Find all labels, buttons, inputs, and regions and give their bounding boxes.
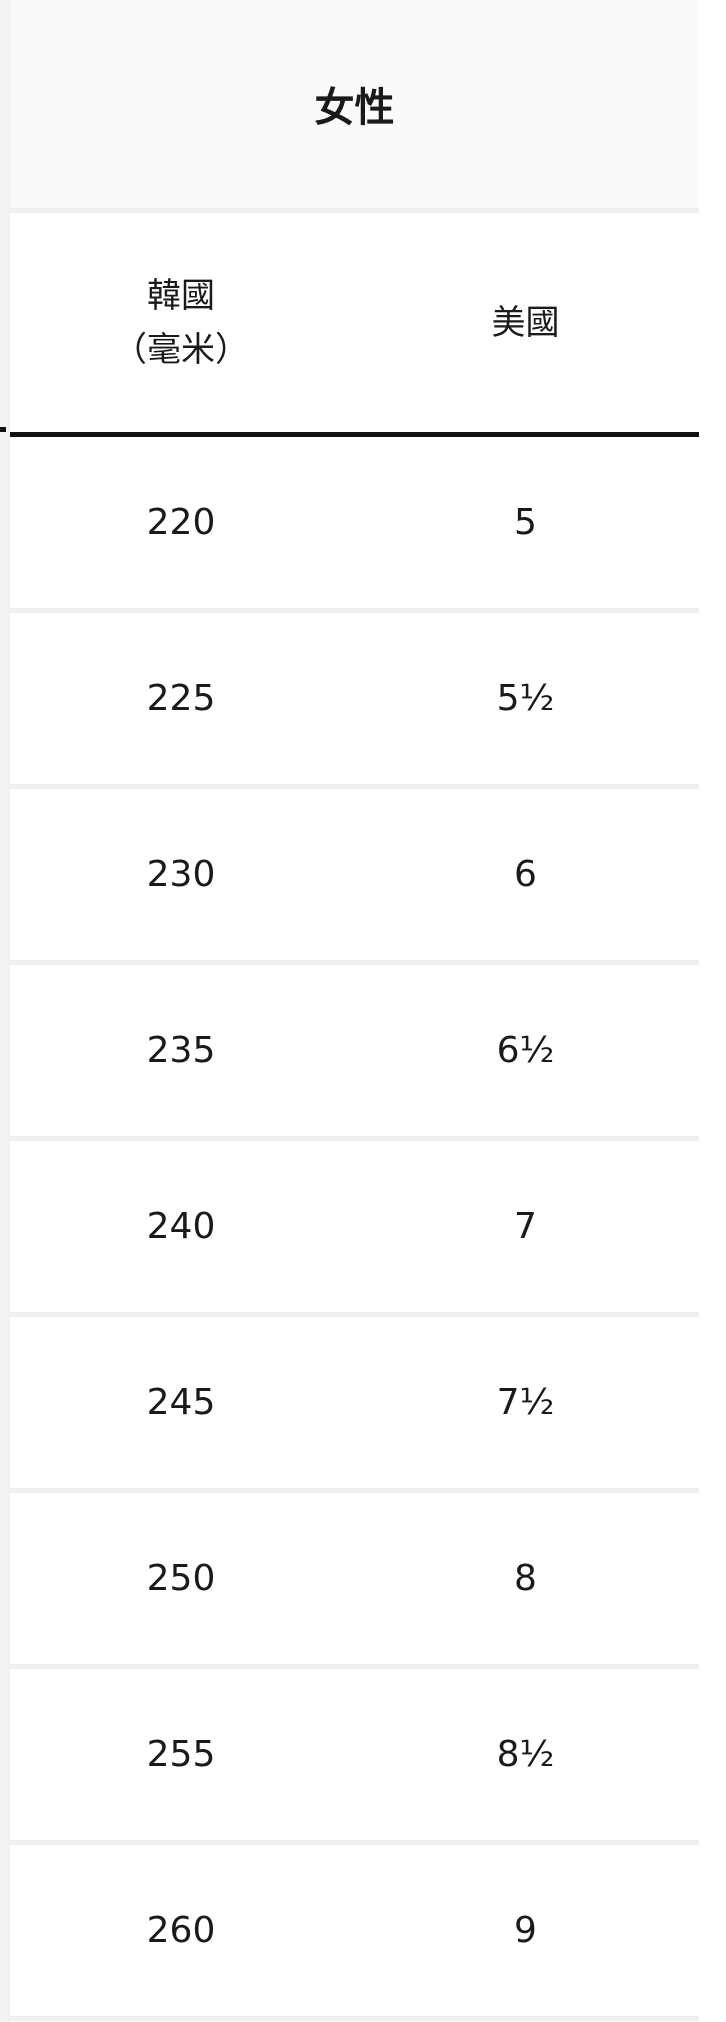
cell-us-size: 6	[514, 854, 537, 895]
table-row: 220 5	[10, 437, 699, 613]
table-row: 245 7½	[10, 1317, 699, 1493]
cell-korea-mm: 245	[146, 1382, 216, 1423]
cell-us-size: 8	[514, 1558, 537, 1599]
cell-korea-mm: 225	[146, 678, 216, 719]
cell-us-size: 7	[514, 1206, 537, 1247]
table-title: 女性	[10, 0, 699, 213]
cell-us-size: 7½	[496, 1382, 555, 1423]
cell-us-size: 5½	[496, 678, 555, 719]
table-row: 240 7	[10, 1141, 699, 1317]
cell-korea-mm: 260	[146, 1910, 216, 1951]
table-row: 255 8½	[10, 1669, 699, 1845]
table-row: 260 9	[10, 1845, 699, 2021]
cell-korea-mm: 235	[146, 1030, 216, 1071]
column-header-us: 美國	[491, 302, 560, 343]
table-row: 225 5½	[10, 613, 699, 789]
cell-korea-mm: 240	[146, 1206, 216, 1247]
cell-korea-mm: 255	[146, 1734, 216, 1775]
header-divider-tick	[0, 427, 6, 432]
cell-us-size: 8½	[496, 1734, 555, 1775]
cell-korea-mm: 230	[146, 854, 216, 895]
table-body: 220 5 225 5½ 230 6 235 6½ 240 7 245 7½ 250 8 255 8½ 260 9	[10, 437, 699, 2021]
table-row: 230 6	[10, 789, 699, 965]
cell-us-size: 6½	[496, 1030, 555, 1071]
left-divider	[0, 0, 10, 2022]
table-row: 250 8	[10, 1493, 699, 1669]
column-header-korea: 韓國 （毫米）	[10, 213, 352, 432]
column-headers: 韓國 （毫米） 美國	[10, 213, 699, 437]
table-row: 235 6½	[10, 965, 699, 1141]
cell-korea-mm: 220	[146, 502, 216, 543]
cell-us-size: 9	[514, 1910, 537, 1951]
header-korea-label: 韓國	[147, 275, 215, 316]
header-korea-unit: （毫米）	[113, 329, 249, 370]
cell-korea-mm: 250	[146, 1558, 216, 1599]
cell-us-size: 5	[514, 502, 537, 543]
size-table: 女性 韓國 （毫米） 美國 220 5 225 5½ 230 6 235 6½ 240 7 245 7½…	[10, 0, 699, 2021]
